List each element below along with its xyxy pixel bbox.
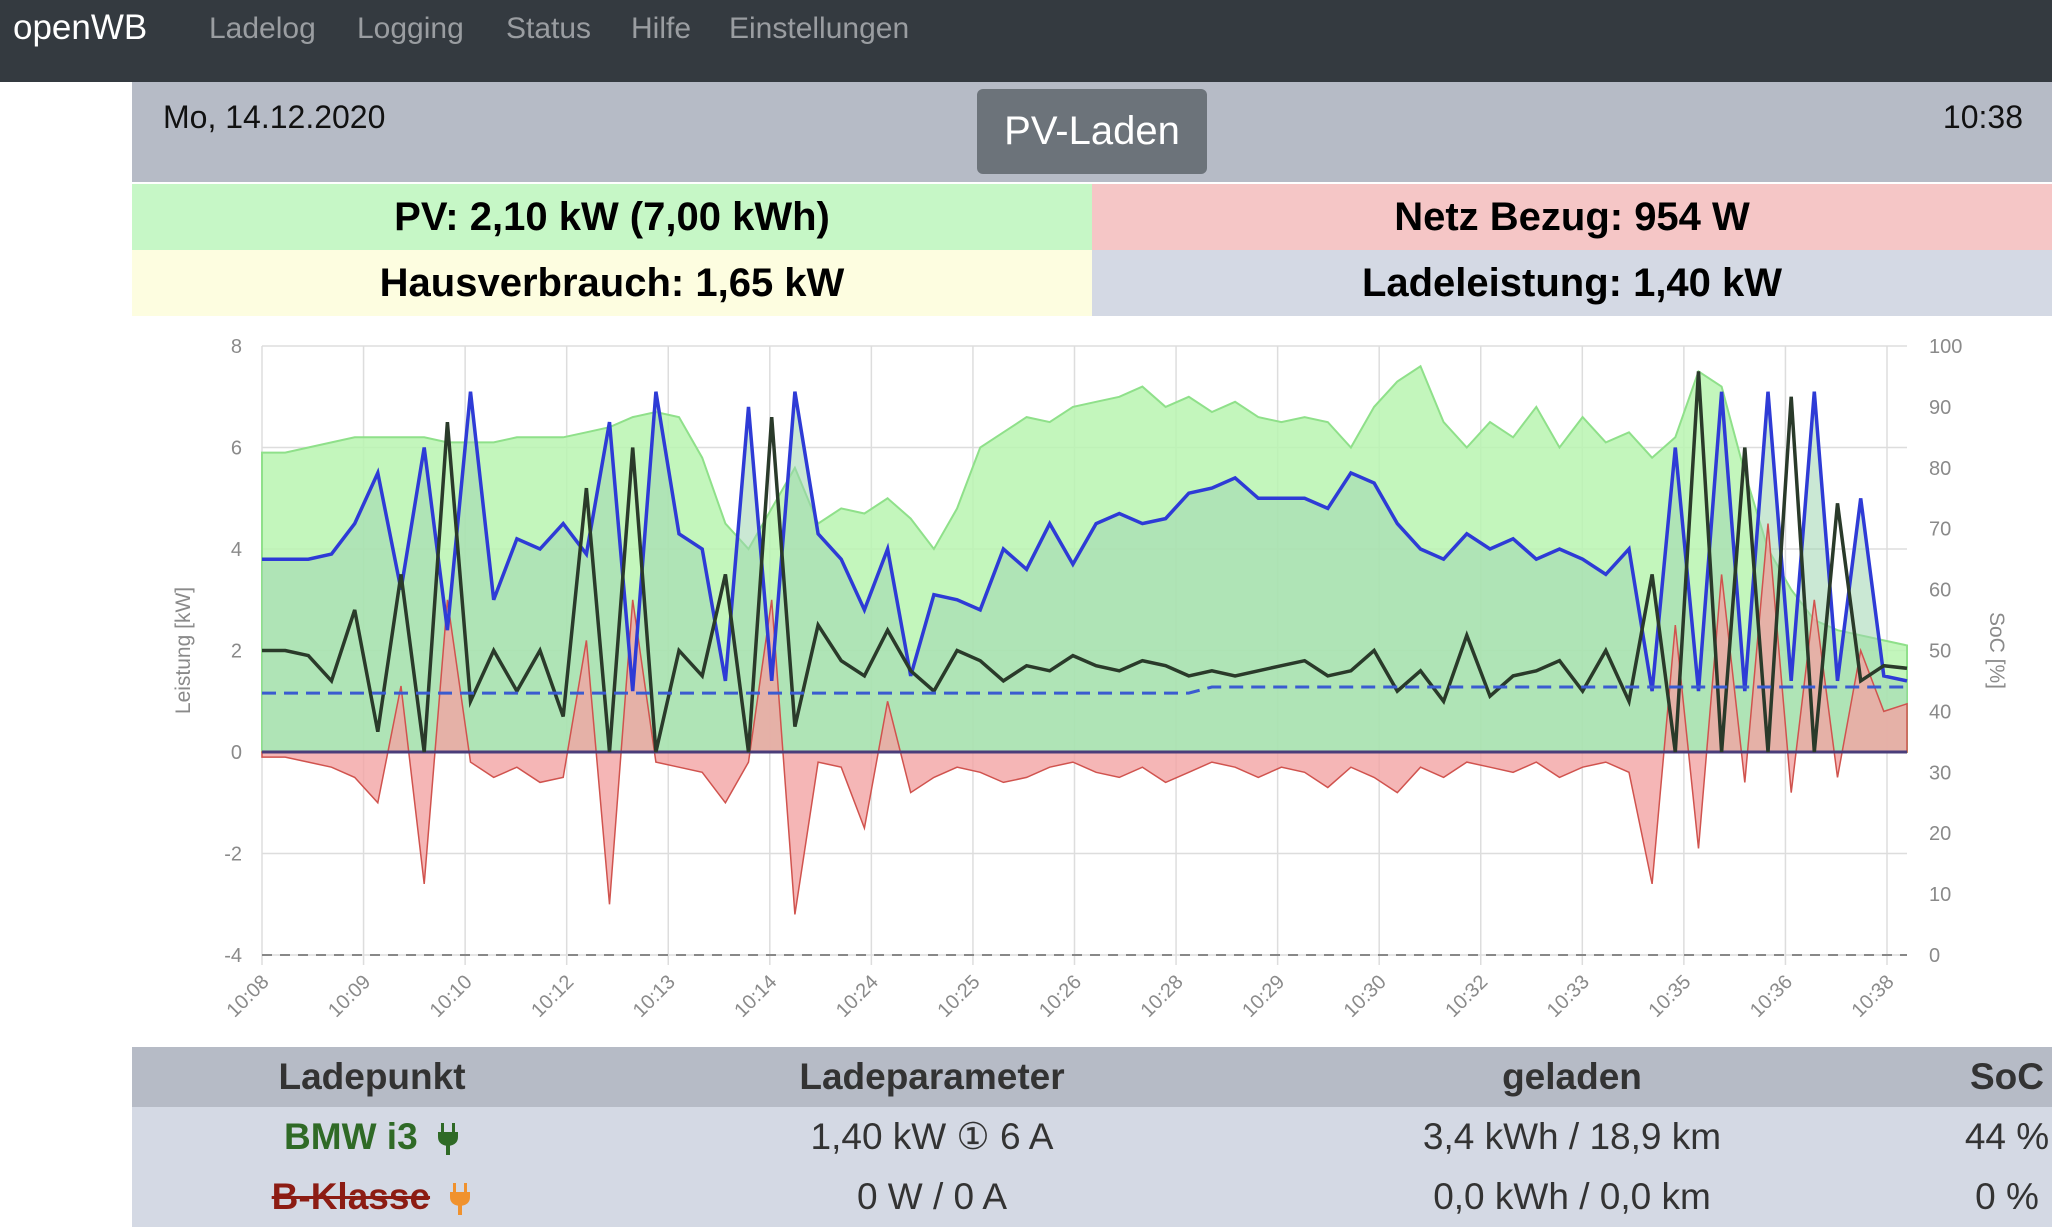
y-left-tick-label: -2	[224, 844, 242, 866]
x-tick-label: 10:14	[730, 971, 781, 1022]
pv-tile: PV: 2,10 kW (7,00 kWh)	[132, 184, 1092, 250]
charged-amount: 0,0 kWh / 0,0 km	[1433, 1176, 1711, 1217]
date-bar: Mo, 14.12.2020 PV-Laden 10:38	[132, 82, 2052, 182]
x-tick-label: 10:09	[324, 971, 375, 1022]
x-tick-label: 10:33	[1543, 971, 1594, 1022]
header-geladen: geladen	[1502, 1056, 1642, 1097]
y-left-tick-label: -4	[224, 945, 242, 967]
x-tick-label: 10:10	[426, 971, 477, 1022]
chargepoint-name[interactable]: B-Klasse	[132, 1167, 612, 1227]
current-time: 10:38	[1942, 99, 2023, 135]
navbar: openWB Ladelog Logging Status Hilfe Eins…	[0, 0, 2052, 82]
y-right-axis-title: SoC [%]	[1985, 612, 2008, 689]
hausverbrauch-line	[262, 371, 1908, 753]
x-tick-label: 10:12	[527, 971, 578, 1022]
nav-status[interactable]: Status	[506, 12, 592, 45]
current-date: Mo, 14.12.2020	[163, 99, 386, 135]
header-soc: SoC	[1970, 1056, 2044, 1097]
y-right-tick-label: 70	[1929, 519, 1951, 541]
plug-icon	[437, 1123, 458, 1156]
y-right-tick-label: 30	[1929, 762, 1951, 784]
y-right-tick-label: 60	[1929, 580, 1951, 602]
netz-tile: Netz Bezug: 954 W	[1092, 184, 2052, 250]
y-right-tick-label: 80	[1929, 458, 1951, 480]
table-row: BMW i3 1,40 kW ① 6 A 3,4 kWh / 18,9 km 4…	[132, 1107, 2052, 1167]
y-left-axis-title: Leistung [kW]	[172, 587, 195, 714]
charge-mode-button[interactable]: PV-Laden	[977, 89, 1207, 174]
y-right-tick-label: 0	[1929, 945, 1940, 967]
blue-series-line	[262, 391, 1908, 692]
nav-einstellungen[interactable]: Einstellungen	[729, 12, 910, 45]
plug-icon	[450, 1183, 471, 1216]
y-left-tick-label: 2	[231, 641, 242, 663]
table-row: B-Klasse 0 W / 0 A 0,0 kWh / 0,0 km 0 %	[132, 1167, 2052, 1227]
x-tick-label: 10:30	[1340, 971, 1391, 1022]
x-tick-label: 10:24	[832, 971, 883, 1022]
y-left-tick-label: 4	[231, 539, 242, 561]
vehicle-name-bklasse[interactable]: B-Klasse	[271, 1176, 431, 1217]
header-ladeparameter: Ladeparameter	[799, 1056, 1065, 1097]
y-right-tick-label: 10	[1929, 884, 1951, 906]
brand-logo[interactable]: openWB	[13, 8, 148, 47]
x-tick-label: 10:26	[1035, 971, 1086, 1022]
charged-amount: 3,4 kWh / 18,9 km	[1422, 1116, 1722, 1157]
table-header: Ladepunkt Ladeparameter geladen SoC	[132, 1047, 2052, 1107]
x-tick-label: 10:35	[1644, 971, 1695, 1022]
y-right-tick-label: 20	[1929, 823, 1951, 845]
blue-area	[262, 391, 1907, 752]
y-left-tick-label: 8	[231, 336, 242, 358]
y-right-tick-label: 90	[1929, 397, 1951, 419]
nav-logging[interactable]: Logging	[357, 12, 464, 45]
header-ladepunkt: Ladepunkt	[278, 1056, 466, 1097]
y-right-tick-label: 50	[1929, 641, 1951, 663]
charge-parameters: 0 W / 0 A	[856, 1176, 1008, 1217]
nav-ladelog[interactable]: Ladelog	[209, 12, 316, 45]
y-right-tick-label: 40	[1929, 701, 1951, 723]
x-tick-label: 10:32	[1441, 971, 1492, 1022]
charge-parameters: 1,40 kW ① 6 A	[810, 1116, 1054, 1157]
ladeleistung-tile: Ladeleistung: 1,40 kW	[1092, 250, 2052, 316]
chargepoint-name[interactable]: BMW i3	[132, 1107, 612, 1167]
hausverbrauch-tile: Hausverbrauch: 1,65 kW	[132, 250, 1092, 316]
y-right-tick-label: 100	[1929, 336, 1962, 358]
soc-line	[262, 685, 1907, 695]
nav-hilfe[interactable]: Hilfe	[631, 12, 692, 45]
x-tick-label: 10:36	[1746, 971, 1797, 1022]
y-left-tick-label: 0	[231, 742, 242, 764]
y-left-tick-label: 6	[231, 438, 242, 460]
x-tick-label: 10:38	[1848, 971, 1899, 1022]
soc-value: 44 %	[1964, 1116, 2050, 1157]
x-tick-label: 10:13	[629, 971, 680, 1022]
x-tick-label: 10:08	[223, 971, 274, 1022]
x-tick-label: 10:25	[934, 971, 985, 1022]
soc-value: 0 %	[1975, 1176, 2039, 1217]
x-tick-label: 10:28	[1137, 971, 1188, 1022]
x-tick-label: 10:29	[1238, 971, 1289, 1022]
netz-area	[261, 523, 1908, 915]
vehicle-name-bmw[interactable]: BMW i3	[284, 1116, 418, 1157]
